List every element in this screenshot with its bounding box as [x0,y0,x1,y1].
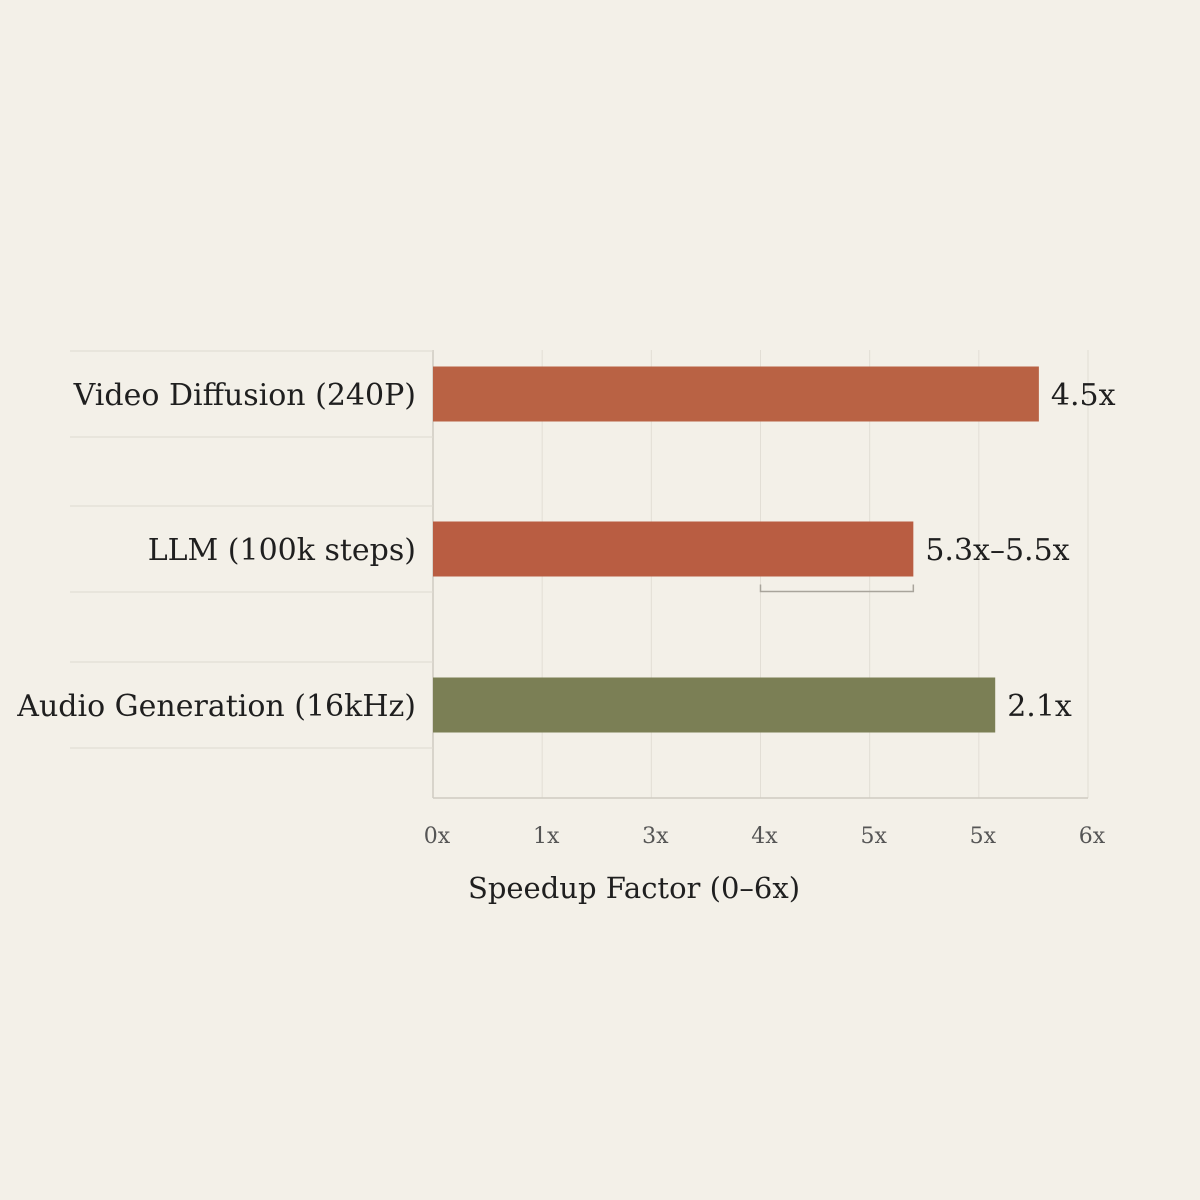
x-tick-label: 0x [424,824,451,849]
category-label: Audio Generation (16kHz) [16,689,416,724]
bar [433,366,1039,422]
x-tick-label: 4x [751,824,778,849]
x-tick-label: 1x [533,824,560,849]
x-tick-label: 5x [970,824,997,849]
category-label: LLM (100k steps) [148,533,416,568]
value-label: 2.1x [1007,689,1072,724]
range-bracket [759,584,915,593]
labels: 0x 1x 3x 4x 5x 5x 6x Video Diffusion (240P) 4.5x… [16,378,1115,849]
bars [433,366,1039,733]
x-tick-label: 3x [642,824,669,849]
bar [433,677,996,733]
value-label: 5.3x–5.5x [925,533,1069,568]
bar [433,521,914,577]
x-tick-label: 6x [1079,824,1106,849]
value-label: 4.5x [1051,378,1116,413]
category-label: Video Diffusion (240P) [73,378,416,413]
x-tick-label: 5x [860,824,887,849]
x-axis-title: Speedup Factor (0–6x) [468,871,800,905]
